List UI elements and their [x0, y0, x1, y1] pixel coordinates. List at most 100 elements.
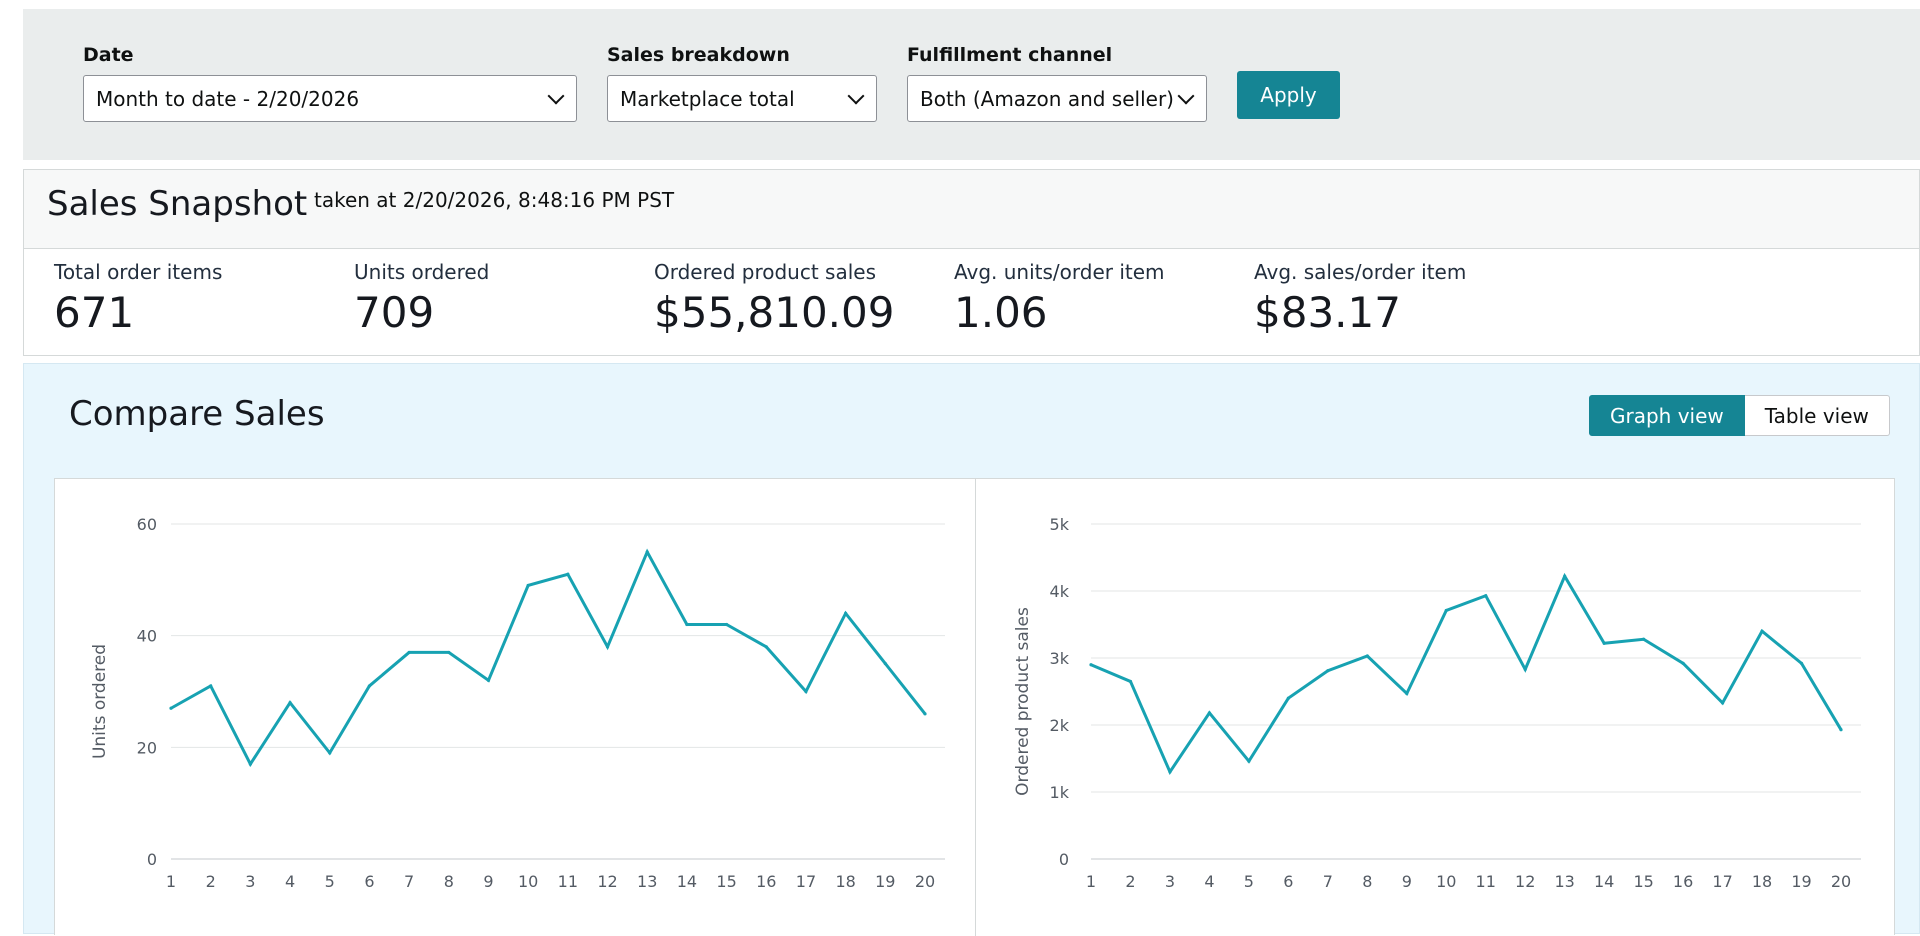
data-point: [1128, 679, 1133, 684]
x-tick-label: 5: [1244, 872, 1254, 891]
x-tick-label: 12: [1515, 872, 1535, 891]
compare-sales-title: Compare Sales: [69, 394, 325, 434]
breakdown-select[interactable]: Marketplace total: [607, 75, 877, 122]
channel-filter-label: Fulfillment channel: [907, 44, 1113, 66]
x-tick-label: 6: [1283, 872, 1293, 891]
data-point: [288, 701, 292, 705]
x-tick-label: 16: [1673, 872, 1693, 891]
data-point: [566, 572, 570, 576]
x-tick-label: 4: [285, 872, 295, 891]
metric-total-order-items: Total order items 671: [54, 259, 222, 339]
x-tick-label: 7: [1323, 872, 1333, 891]
data-point: [248, 762, 252, 766]
y-tick-label: 40: [137, 627, 157, 646]
x-tick-label: 17: [1712, 872, 1732, 891]
channel-select-value: Both (Amazon and seller): [920, 86, 1174, 111]
data-point: [407, 650, 411, 655]
data-point: [844, 611, 848, 615]
metric-value: $55,810.09: [654, 288, 895, 337]
data-point: [1405, 691, 1409, 696]
y-tick-label: 5k: [1050, 515, 1070, 534]
channel-filter: Fulfillment channel Both (Amazon and sel…: [907, 41, 1207, 122]
x-tick-label: 15: [1633, 872, 1653, 891]
graph-view-button[interactable]: Graph view: [1589, 395, 1745, 436]
data-point: [1247, 759, 1251, 763]
compare-sales: Compare Sales Graph view Table view 0 20 4…: [23, 363, 1920, 936]
data-point: [169, 706, 173, 710]
x-tick-label: 1: [166, 872, 176, 891]
x-tick-label: 11: [1476, 872, 1496, 891]
data-point: [1484, 594, 1488, 598]
x-tick-label: 17: [796, 872, 816, 891]
snapshot-timestamp: taken at 2/20/2026, 8:48:16 PM PST: [314, 188, 675, 212]
x-tick-label: 12: [597, 872, 617, 891]
x-tick-label: 15: [716, 872, 736, 891]
data-point: [1760, 629, 1764, 633]
data-point: [447, 650, 451, 655]
metric-avg-sales-per-order-item: Avg. sales/order item $83.17: [1254, 259, 1466, 339]
data-point: [605, 645, 610, 649]
data-point: [923, 712, 927, 716]
data-point: [328, 751, 332, 755]
date-filter: Date Month to date - 2/20/2026: [83, 41, 577, 122]
snapshot-header: Sales Snapshot taken at 2/20/2026, 8:48:…: [24, 170, 1919, 249]
metric-label: Avg. sales/order item: [1254, 260, 1467, 284]
y-tick-label: 60: [137, 515, 157, 534]
x-tick-label: 7: [404, 872, 414, 891]
date-filter-label: Date: [83, 44, 134, 66]
data-point: [685, 622, 689, 627]
date-select[interactable]: Month to date - 2/20/2026: [83, 75, 577, 122]
x-tick-label: 10: [518, 872, 538, 891]
series-line: [170, 548, 927, 768]
x-tick-label: 14: [677, 872, 697, 891]
data-point: [1839, 728, 1843, 732]
x-tick-label: 3: [1165, 872, 1175, 891]
metric-label: Avg. units/order item: [954, 260, 1165, 284]
y-tick-label: 0: [147, 850, 157, 869]
metric-label: Total order items: [54, 260, 223, 284]
y-axis-title: Ordered product sales: [1013, 607, 1033, 796]
data-point: [1642, 637, 1646, 641]
metric-value: 1.06: [954, 288, 1048, 337]
data-point: [1602, 641, 1606, 645]
data-point: [1681, 661, 1685, 665]
data-point: [367, 684, 372, 688]
x-tick-label: 9: [1402, 872, 1412, 891]
x-tick-label: 5: [325, 872, 335, 891]
metric-label: Units ordered: [354, 260, 490, 284]
series-line: [1090, 572, 1843, 776]
data-point: [486, 678, 491, 682]
data-point: [883, 661, 887, 666]
filter-bar: Date Month to date - 2/20/2026 Sales bre…: [23, 9, 1920, 160]
breakdown-select-value: Marketplace total: [620, 86, 795, 111]
date-select-value: Month to date - 2/20/2026: [96, 86, 360, 111]
x-tick-label: 19: [1791, 872, 1811, 891]
metric-label: Ordered product sales: [654, 260, 876, 284]
x-tick-label: 8: [1362, 872, 1372, 891]
metric-units-ordered: Units ordered 709: [354, 259, 489, 339]
x-tick-label: 11: [558, 872, 578, 891]
data-point: [1799, 661, 1804, 665]
y-tick-label: 1k: [1050, 783, 1070, 802]
metric-value: $83.17: [1254, 288, 1401, 337]
sales-snapshot: Sales Snapshot taken at 2/20/2026, 8:48:…: [23, 169, 1920, 356]
x-tick-label: 16: [756, 872, 776, 891]
data-point: [1720, 701, 1725, 705]
chevron-down-icon: [847, 87, 865, 104]
channel-select[interactable]: Both (Amazon and seller): [907, 75, 1207, 122]
x-tick-label: 9: [483, 872, 493, 891]
data-point: [1326, 669, 1330, 673]
data-point: [724, 622, 729, 627]
x-tick-label: 1: [1086, 872, 1096, 891]
chart-panel: 0 20 40 60 1 2 3 4 5 6 7 8 9 10 11 12 13 14 15 16 17 18 19 20 Un…: [54, 478, 1895, 936]
data-point: [209, 684, 213, 688]
apply-button[interactable]: Apply: [1237, 71, 1340, 119]
data-point: [1089, 663, 1093, 667]
metric-avg-units-per-order-item: Avg. units/order item 1.06: [954, 259, 1165, 339]
data-point: [764, 645, 768, 649]
x-tick-label: 10: [1436, 872, 1456, 891]
y-axis-title: Units ordered: [90, 644, 110, 759]
snapshot-title: Sales Snapshot: [47, 184, 308, 224]
table-view-button[interactable]: Table view: [1744, 395, 1890, 436]
